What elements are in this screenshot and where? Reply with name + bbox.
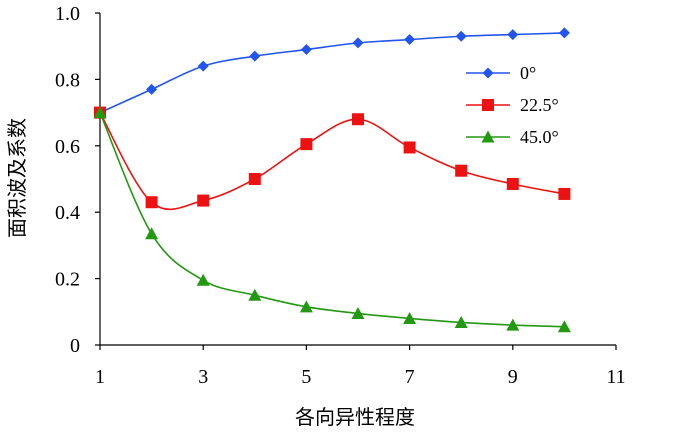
series-0 — [94, 27, 570, 119]
series-layer — [93, 27, 571, 333]
series-line — [99, 112, 565, 328]
x-tick-label: 1 — [95, 366, 105, 388]
data-point — [557, 320, 571, 333]
data-point — [454, 315, 468, 328]
data-point — [558, 187, 571, 200]
data-point — [248, 288, 262, 301]
data-point — [145, 196, 158, 209]
x-tick-label: 5 — [301, 366, 311, 388]
y-tick-label: 0.4 — [55, 202, 80, 224]
x-axis-ticks: 1 3 5 7 9 11 — [95, 345, 626, 388]
data-point — [93, 106, 107, 119]
data-point — [197, 194, 210, 207]
data-point — [558, 27, 570, 39]
series-line — [99, 32, 565, 114]
legend: 0° 22.5° 45.0° — [466, 63, 559, 147]
legend-label: 45.0° — [520, 127, 559, 147]
data-point — [404, 34, 416, 46]
y-tick-label: 0.6 — [55, 136, 80, 158]
plot-area — [99, 13, 616, 346]
y-axis-ticks: 0 0.2 0.4 0.6 0.8 1.0 — [55, 3, 100, 357]
legend-label: 22.5° — [520, 95, 559, 115]
legend-marker — [481, 130, 495, 143]
data-point — [506, 318, 520, 331]
x-tick-label: 7 — [405, 366, 415, 388]
data-point — [455, 30, 467, 42]
data-point — [352, 37, 364, 49]
data-point — [351, 306, 365, 319]
data-point — [248, 173, 261, 185]
y-tick-label: 0.8 — [55, 69, 80, 91]
data-point — [300, 138, 313, 151]
y-tick-label: 1.0 — [55, 3, 80, 25]
data-point — [145, 227, 159, 240]
legend-label: 0° — [520, 63, 536, 83]
y-tick-label: 0 — [70, 335, 80, 357]
data-point — [455, 164, 468, 177]
x-tick-label: 11 — [606, 366, 625, 388]
series-2 — [93, 106, 571, 333]
x-tick-label: 3 — [198, 366, 208, 388]
x-axis-title: 各向异性程度 — [295, 405, 415, 429]
data-point — [403, 311, 417, 324]
y-axis-title: 面积波及系数 — [5, 118, 29, 238]
legend-item: 0° — [466, 63, 536, 83]
legend-item: 22.5° — [466, 95, 559, 115]
legend-marker — [482, 99, 494, 111]
data-point — [352, 113, 364, 126]
data-point — [197, 60, 209, 72]
series-line — [99, 112, 565, 211]
data-point — [403, 141, 416, 154]
data-point — [299, 300, 313, 313]
data-point — [146, 83, 158, 95]
data-point — [196, 273, 210, 286]
y-tick-label: 0.2 — [55, 269, 80, 291]
legend-item: 45.0° — [466, 127, 559, 147]
data-point — [507, 29, 519, 41]
legend-marker — [482, 67, 494, 79]
data-point — [506, 177, 519, 190]
x-tick-label: 9 — [508, 366, 518, 388]
series-1 — [94, 106, 571, 211]
data-point — [249, 50, 261, 62]
data-point — [300, 44, 312, 56]
